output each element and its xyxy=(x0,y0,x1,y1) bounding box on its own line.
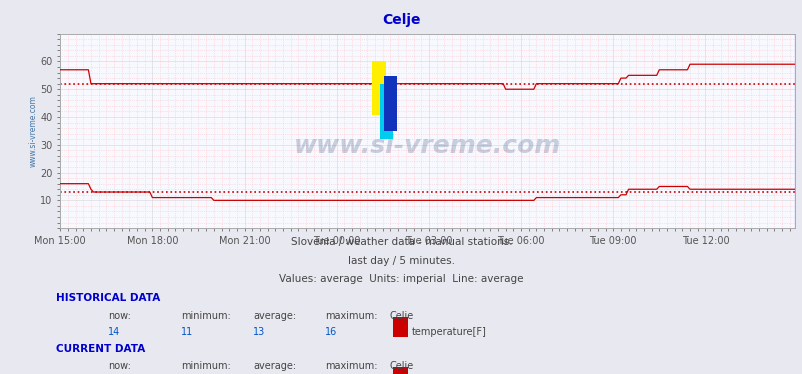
Text: 11: 11 xyxy=(180,328,192,337)
Text: maximum:: maximum: xyxy=(325,361,377,371)
Text: last day / 5 minutes.: last day / 5 minutes. xyxy=(347,256,455,266)
Text: Slovenia / weather data - manual stations.: Slovenia / weather data - manual station… xyxy=(290,237,512,247)
Text: maximum:: maximum: xyxy=(325,311,377,321)
Text: minimum:: minimum: xyxy=(180,361,230,371)
Text: Celje: Celje xyxy=(389,311,413,321)
Text: 14: 14 xyxy=(108,328,120,337)
Text: HISTORICAL DATA: HISTORICAL DATA xyxy=(56,293,160,303)
Text: average:: average: xyxy=(253,311,296,321)
Text: www.si-vreme.com: www.si-vreme.com xyxy=(294,135,561,159)
Text: now:: now: xyxy=(108,361,131,371)
Bar xyxy=(379,84,392,139)
Text: minimum:: minimum: xyxy=(180,311,230,321)
Text: average:: average: xyxy=(253,361,296,371)
Text: Celje: Celje xyxy=(382,13,420,27)
Text: Celje: Celje xyxy=(389,361,413,371)
Text: 16: 16 xyxy=(325,328,337,337)
Text: 13: 13 xyxy=(253,328,265,337)
Text: Values: average  Units: imperial  Line: average: Values: average Units: imperial Line: av… xyxy=(279,275,523,284)
Y-axis label: www.si-vreme.com: www.si-vreme.com xyxy=(28,95,38,167)
Bar xyxy=(384,76,397,131)
Bar xyxy=(372,61,385,115)
Text: CURRENT DATA: CURRENT DATA xyxy=(56,344,145,353)
Text: now:: now: xyxy=(108,311,131,321)
Text: temperature[F]: temperature[F] xyxy=(411,328,486,337)
